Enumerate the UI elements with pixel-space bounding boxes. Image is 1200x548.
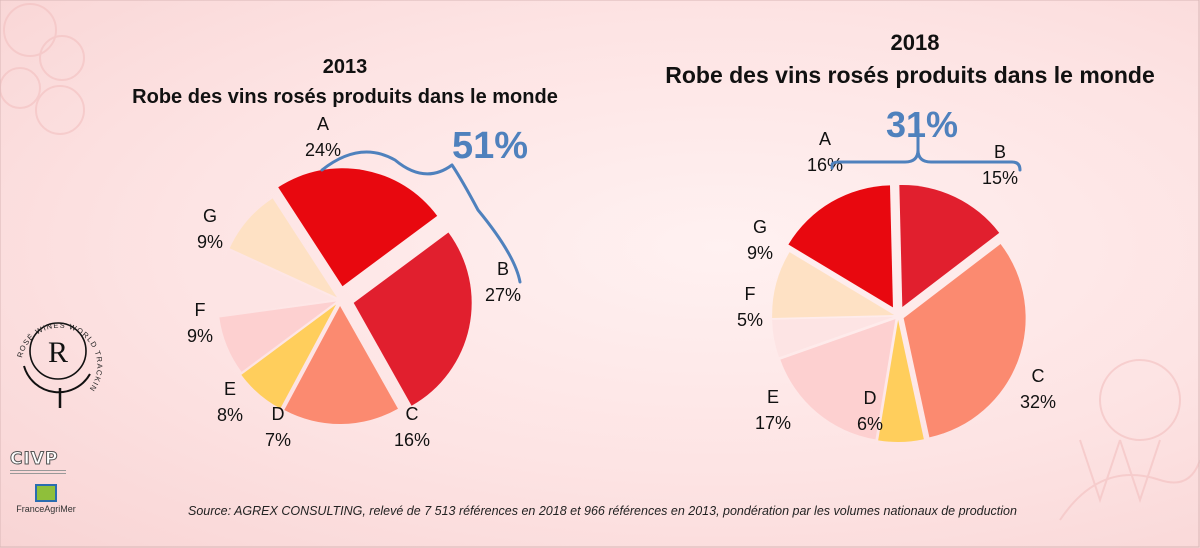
pie-2013-slice-f [218, 250, 337, 316]
chart-2018-title: Robe des vins rosés produits dans le mon… [665, 62, 1155, 88]
pie-2018-label-g: G [753, 217, 767, 237]
civp-logo-line [10, 470, 66, 471]
pie-2018-slice-d [878, 319, 924, 442]
pie-2013-value-d: 7% [265, 430, 291, 450]
pie-2018-brace-label: 31% [886, 104, 958, 145]
pie-2013-brace-label: 51% [452, 125, 528, 167]
pie-2013-label-a: A [317, 114, 329, 134]
pie-2013-value-f: 9% [187, 326, 213, 346]
pie-2013-label-g: G [203, 206, 217, 226]
pie-2018-label-d: D [864, 388, 877, 408]
pie-2013-slice-d [241, 304, 337, 409]
chart-2013-year-title: 2013 [322, 56, 368, 78]
pie-2013-label-e: E [224, 379, 236, 399]
pie-2013-brace [320, 150, 522, 284]
pie-2018-label-c: C [1032, 366, 1045, 386]
pie-2018-value-c: 32% [1020, 392, 1056, 412]
civp-logo-line [10, 473, 66, 474]
pie-2018-label-e: E [767, 387, 779, 407]
civp-logo: CIVP [10, 450, 72, 474]
pie-2018-slice-a [788, 185, 893, 308]
pie-2013-slice-g [229, 198, 337, 298]
pie-2018-value-b: 15% [982, 168, 1018, 188]
pie-2013-value-b: 27% [485, 285, 521, 305]
pie-2013: A 24% B 27% C 16% D 7% E 8% F 9% G 9% 51% [187, 114, 528, 450]
chart-2013-title: Robe des vins rosés produits dans le mon… [132, 86, 558, 108]
pie-2018-slice-e [780, 319, 896, 440]
pie-2018-value-a: 16% [807, 155, 843, 175]
civp-logo-text: CIVP [10, 449, 59, 469]
pie-2013-value-c: 16% [394, 430, 430, 450]
pie-2013-value-e: 8% [217, 405, 243, 425]
franceagrimer-text: FranceAgriMer [16, 504, 76, 514]
rose-wines-world-tracking-logo: R ROSÉ WINES WORLD TRACKING [10, 296, 103, 408]
pie-2013-value-a: 24% [305, 140, 341, 160]
pie-2018-slice-c [903, 243, 1026, 438]
chart-2018-year-title: 2018 [890, 30, 940, 55]
pie-2013-label-c: C [406, 404, 419, 424]
franceagrimer-mark [35, 484, 57, 502]
pie-2018-label-b: B [994, 142, 1006, 162]
pie-2013-label-d: D [272, 404, 285, 424]
source-note: Source: AGREX CONSULTING, relevé de 7 51… [188, 504, 1017, 518]
pie-2018-slice-b [899, 184, 1000, 307]
pie-2018-label-f: F [745, 284, 756, 304]
pie-2013-label-b: B [497, 259, 509, 279]
pie-2018-value-g: 9% [747, 243, 773, 263]
pie-2018-value-d: 6% [857, 414, 883, 434]
pie-2013-label-f: F [195, 300, 206, 320]
pie-2018-brace [830, 128, 1022, 172]
pie-2018-value-e: 17% [755, 413, 791, 433]
pie-2018-label-a: A [819, 129, 831, 149]
pie-2013-value-g: 9% [197, 232, 223, 252]
pie-2013-slice-e [219, 301, 337, 372]
pie-2013-slice-c [284, 305, 398, 424]
pie-2018-slice-f [772, 316, 895, 358]
pie-2013-slice-a [278, 168, 438, 287]
pie-2018-value-f: 5% [737, 310, 763, 330]
pie-2013-slice-b [353, 232, 472, 406]
pie-2018: A 16% B 15% C 32% D 6% E 17% F 5% G 9% 31% [737, 104, 1056, 442]
franceagrimer-logo: FranceAgriMer [10, 484, 82, 514]
logo-letter: R [48, 336, 68, 369]
pie-2018-slice-g [772, 252, 895, 318]
